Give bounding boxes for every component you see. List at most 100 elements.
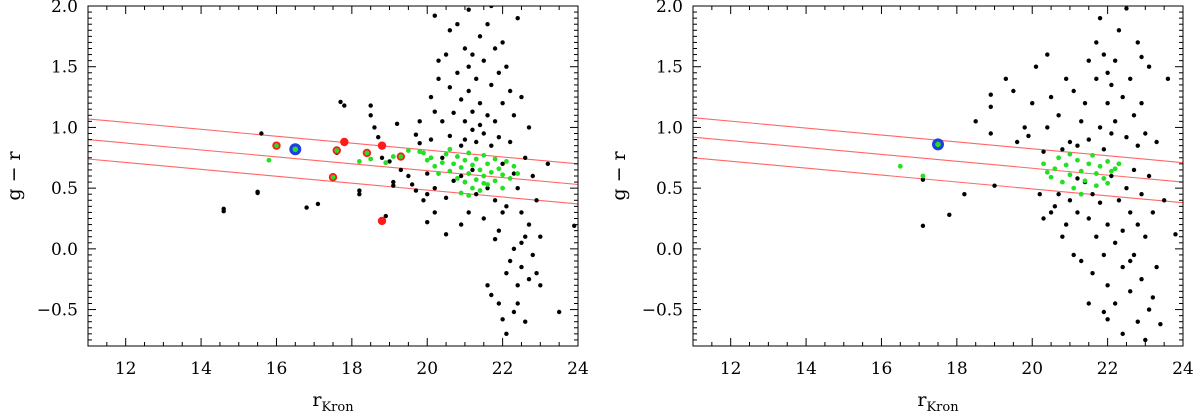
data-point (988, 92, 993, 97)
series-blue (289, 143, 302, 156)
data-point (1086, 137, 1091, 142)
data-point (1146, 173, 1152, 179)
data-point (519, 94, 524, 100)
data-point (466, 193, 472, 198)
x-axis: 12 14 16 18 20 22 24 (692, 6, 1194, 379)
data-point (1048, 174, 1054, 180)
data-point (920, 223, 926, 228)
data-point (492, 119, 498, 124)
data-point (1135, 143, 1140, 148)
data-point (394, 121, 400, 126)
data-point (1105, 159, 1111, 164)
data-point (458, 143, 464, 148)
data-point (432, 210, 437, 215)
data-point (515, 301, 520, 306)
data-point (462, 157, 468, 163)
data-point (462, 46, 468, 51)
x-axis-label-main: r (917, 389, 927, 411)
data-point (492, 156, 498, 162)
data-point (455, 70, 460, 75)
data-point (372, 125, 377, 130)
data-point (477, 122, 483, 128)
y-tick-label: −0.5 (37, 301, 78, 321)
data-point-center (364, 150, 370, 156)
x-tick-label: 16 (266, 359, 288, 379)
data-point (421, 150, 426, 156)
data-point (523, 234, 528, 239)
data-point (1093, 183, 1099, 189)
y-tick-label: 2.0 (51, 0, 78, 17)
data-point (1082, 178, 1088, 184)
x-tick-label: 16 (871, 359, 893, 379)
x-tick-label: 20 (416, 359, 438, 379)
data-point (492, 198, 498, 203)
data-point (1097, 15, 1103, 21)
data-point (485, 22, 490, 27)
y-tick-label: 1.5 (656, 58, 683, 78)
data-point (390, 154, 396, 159)
data-point (1105, 222, 1110, 227)
data-point (428, 137, 434, 142)
data-point (458, 173, 464, 179)
data-point (1131, 167, 1137, 173)
data-point (1112, 119, 1118, 124)
data-point (447, 146, 453, 152)
data-point (424, 157, 430, 163)
data-point (1086, 216, 1091, 221)
data-point (1056, 113, 1061, 118)
data-point (1075, 210, 1080, 215)
data-point (1094, 234, 1099, 239)
data-point (455, 22, 460, 27)
data-point (421, 198, 426, 203)
y-tick-label: −0.5 (642, 301, 683, 321)
data-point (481, 180, 487, 186)
data-point (1075, 176, 1080, 181)
data-point (428, 155, 434, 161)
data-point (489, 82, 494, 88)
data-point (432, 185, 437, 191)
data-point (391, 179, 396, 185)
data-point (1128, 289, 1133, 294)
data-point (1045, 125, 1050, 130)
data-point (504, 204, 509, 209)
data-point (413, 132, 419, 137)
data-point (507, 139, 513, 145)
data-point (485, 283, 490, 288)
data-point (496, 70, 502, 75)
y-axis-label: g − r (3, 150, 25, 200)
data-point (920, 177, 926, 182)
data-point (481, 58, 486, 63)
data-point (356, 159, 362, 164)
data-point (1101, 252, 1107, 258)
data-point (436, 76, 441, 82)
series-blue (932, 138, 944, 151)
data-point (425, 192, 430, 197)
data-point (1048, 210, 1054, 215)
right-scatter-panel: 12 14 16 18 20 22 24 −0.5 0.0 0.5 1.0 1.5 2.0 rKron g … (608, 0, 1194, 415)
data-point (377, 141, 387, 150)
x-axis-label-subscript: Kron (926, 400, 959, 415)
data-point (1079, 119, 1084, 124)
data-point (447, 85, 453, 90)
data-point (1105, 180, 1111, 186)
data-point-center (330, 174, 336, 180)
data-point (1139, 100, 1144, 106)
relation-line (693, 157, 1183, 204)
data-point (443, 151, 449, 157)
data-point (466, 210, 471, 215)
data-point (1011, 88, 1016, 94)
data-point (1097, 200, 1103, 205)
data-point (451, 161, 457, 167)
x-tick-label: 18 (946, 359, 968, 379)
data-point (511, 246, 517, 252)
data-point (1041, 149, 1046, 154)
data-point (470, 109, 475, 114)
data-point (1056, 192, 1061, 197)
x-tick-label: 14 (795, 359, 817, 379)
data-point (1128, 210, 1133, 215)
data-point (507, 176, 513, 181)
data-point (368, 113, 373, 118)
data-point (340, 137, 349, 147)
data-point (398, 167, 404, 173)
